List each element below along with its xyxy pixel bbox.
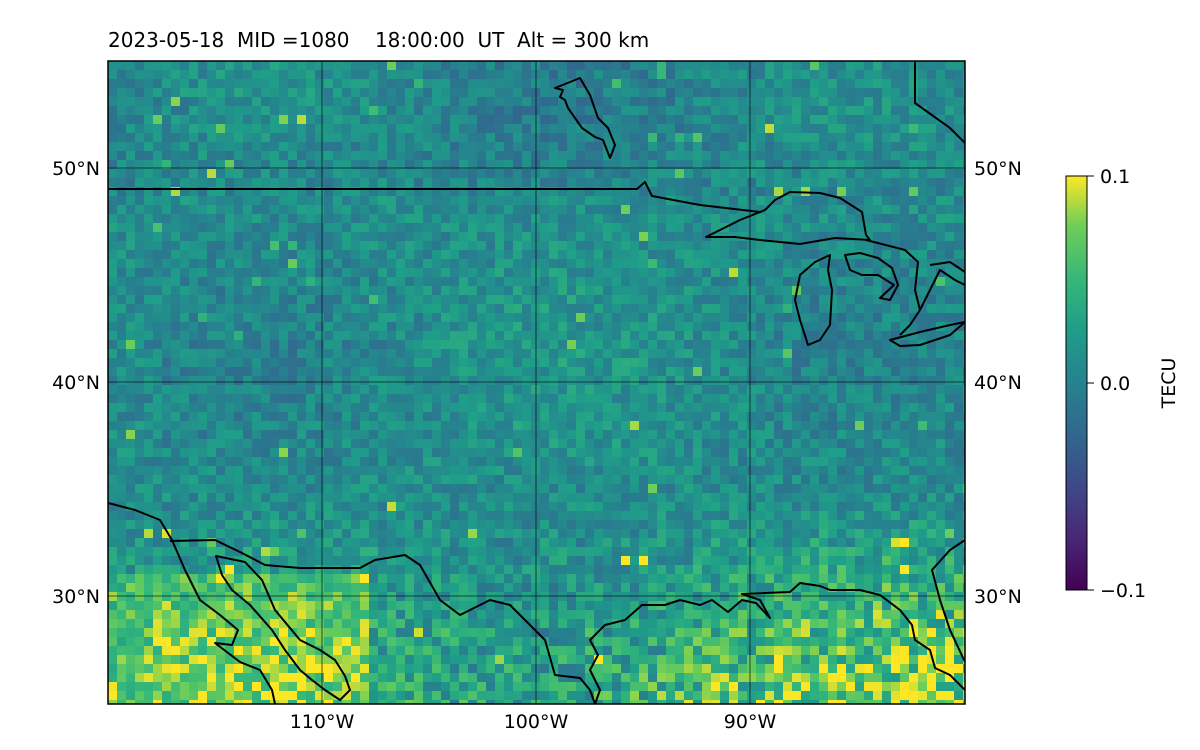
colorbar-gradient xyxy=(1065,175,1088,591)
michigan-shore xyxy=(865,239,921,336)
lon-label-110w: 110°W xyxy=(290,711,355,733)
baja-inner xyxy=(215,555,351,701)
lat-label-left-30n: 30°N xyxy=(52,586,100,608)
east-shore xyxy=(929,261,965,273)
labrador-coast xyxy=(914,61,965,144)
colorbar-title: TECU xyxy=(1158,358,1180,410)
gulf-coast-texas xyxy=(589,582,965,704)
pacific-coast-baja xyxy=(108,502,276,704)
colorbar-label-min: −0.1 xyxy=(1100,580,1146,602)
map-title: 2023-05-18 MID =1080 18:00:00 UT Alt = 3… xyxy=(108,28,650,52)
lat-label-right-30n: 30°N xyxy=(974,586,1022,608)
colorbar-label-max: 0.1 xyxy=(1100,166,1130,188)
lat-label-right-40n: 40°N xyxy=(974,372,1022,394)
colorbar-label-mid: 0.0 xyxy=(1100,373,1130,395)
lake-superior xyxy=(705,191,871,245)
florida-atlantic xyxy=(931,539,965,663)
lat-label-left-50n: 50°N xyxy=(52,158,100,180)
lon-label-90w: 90°W xyxy=(724,711,777,733)
tec-heatmap xyxy=(108,61,965,704)
lake-huron xyxy=(844,252,899,301)
coastlines xyxy=(108,61,965,704)
us-canada-border xyxy=(108,181,761,213)
lat-label-right-50n: 50°N xyxy=(974,158,1022,180)
colorbar: 0.1 0.0 −0.1 TECU xyxy=(1065,166,1180,602)
lake-erie xyxy=(889,321,965,347)
ontario-shore xyxy=(919,269,965,311)
hudson-bay-coast xyxy=(554,77,616,159)
axis-ticks: 50°N 40°N 30°N 50°N 40°N 30°N 110°W 100°… xyxy=(52,158,1022,733)
lon-label-100w: 100°W xyxy=(504,711,569,733)
lat-label-left-40n: 40°N xyxy=(52,372,100,394)
map-frame xyxy=(107,60,966,705)
lake-michigan xyxy=(794,254,833,346)
mexico-us-border xyxy=(169,539,596,704)
